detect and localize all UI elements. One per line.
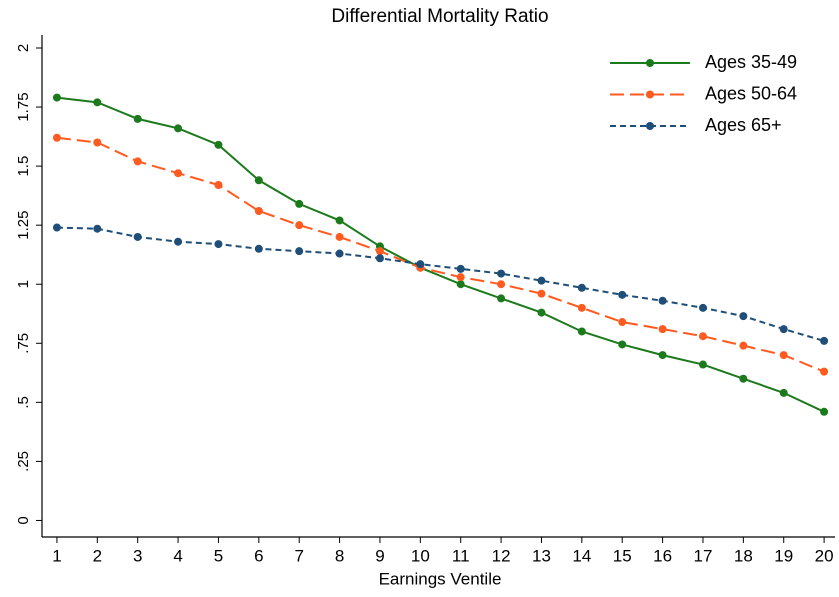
point	[174, 237, 183, 246]
x-tick-label: 11	[452, 546, 470, 565]
point	[658, 325, 667, 334]
point	[820, 407, 829, 416]
point	[779, 388, 788, 397]
point	[456, 280, 465, 289]
x-tick-label: 12	[492, 546, 511, 565]
point	[52, 223, 61, 232]
legend-label: Ages 65+	[705, 115, 782, 135]
point	[658, 296, 667, 305]
point	[93, 224, 102, 233]
point	[779, 351, 788, 360]
point	[254, 244, 263, 253]
point	[739, 312, 748, 321]
x-tick-label: 19	[774, 546, 793, 565]
y-tick-label: 2	[15, 44, 32, 52]
point	[537, 276, 546, 285]
point	[577, 327, 586, 336]
point	[739, 341, 748, 350]
point	[214, 140, 223, 149]
point	[295, 199, 304, 208]
x-tick-label: 2	[93, 546, 102, 565]
x-tick-label: 10	[411, 546, 430, 565]
point	[214, 240, 223, 249]
point	[335, 232, 344, 241]
point	[133, 114, 142, 123]
point	[820, 336, 829, 345]
point	[577, 303, 586, 312]
point	[820, 367, 829, 376]
x-tick-label: 16	[653, 546, 672, 565]
legend-marker	[646, 90, 654, 99]
point	[698, 360, 707, 369]
y-tick-label: 1.5	[15, 156, 32, 177]
point	[52, 93, 61, 102]
point	[335, 216, 344, 225]
x-tick-label: 4	[173, 546, 182, 565]
x-tick-label: 15	[613, 546, 632, 565]
point	[295, 247, 304, 256]
x-tick-label: 20	[815, 546, 834, 565]
point	[174, 169, 183, 178]
point	[375, 254, 384, 263]
point	[618, 318, 627, 327]
x-tick-label: 17	[694, 546, 713, 565]
y-tick-label: 1.75	[15, 92, 32, 121]
point	[254, 176, 263, 185]
x-tick-label: 18	[734, 546, 753, 565]
point	[174, 124, 183, 133]
x-tick-label: 5	[214, 546, 223, 565]
x-tick-label: 6	[254, 546, 263, 565]
legend-label: Ages 35-49	[705, 52, 797, 72]
y-tick-label: 1	[15, 280, 32, 288]
series-line	[56, 96, 825, 413]
series-line	[56, 226, 825, 342]
point	[295, 221, 304, 230]
y-tick-label: 0	[15, 516, 32, 524]
point	[779, 325, 788, 334]
point	[497, 294, 506, 303]
point	[52, 133, 61, 142]
point	[537, 308, 546, 317]
point	[537, 289, 546, 298]
series-line	[56, 136, 825, 373]
y-tick-label: .75	[15, 333, 32, 354]
point	[335, 249, 344, 258]
point	[698, 303, 707, 312]
point	[456, 264, 465, 273]
x-tick-label: 13	[532, 546, 551, 565]
legend-label: Ages 50-64	[705, 83, 797, 103]
point	[93, 138, 102, 147]
point	[133, 232, 142, 241]
x-axis-label: Earnings Ventile	[379, 569, 502, 588]
point	[93, 98, 102, 107]
x-tick-label: 7	[294, 546, 303, 565]
legend-marker	[646, 59, 654, 67]
y-tick-label: .5	[15, 396, 32, 409]
x-tick-label: 9	[375, 546, 384, 565]
point	[497, 269, 506, 278]
legend-marker	[646, 122, 654, 130]
point	[739, 374, 748, 383]
point	[658, 351, 667, 360]
point	[698, 332, 707, 341]
point	[577, 283, 586, 292]
y-tick-label: .25	[15, 451, 32, 472]
y-tick-label: 1.25	[15, 211, 32, 240]
point	[375, 247, 384, 256]
x-tick-label: 3	[133, 546, 142, 565]
point	[214, 181, 223, 190]
point	[416, 260, 425, 269]
point	[618, 290, 627, 299]
point	[618, 340, 627, 349]
x-tick-label: 14	[572, 546, 591, 565]
point	[456, 273, 465, 282]
x-tick-label: 1	[52, 546, 61, 565]
x-tick-label: 8	[335, 546, 344, 565]
point	[133, 157, 142, 166]
point	[497, 280, 506, 289]
chart-title: Differential Mortality Ratio	[331, 6, 548, 27]
point	[254, 206, 263, 215]
